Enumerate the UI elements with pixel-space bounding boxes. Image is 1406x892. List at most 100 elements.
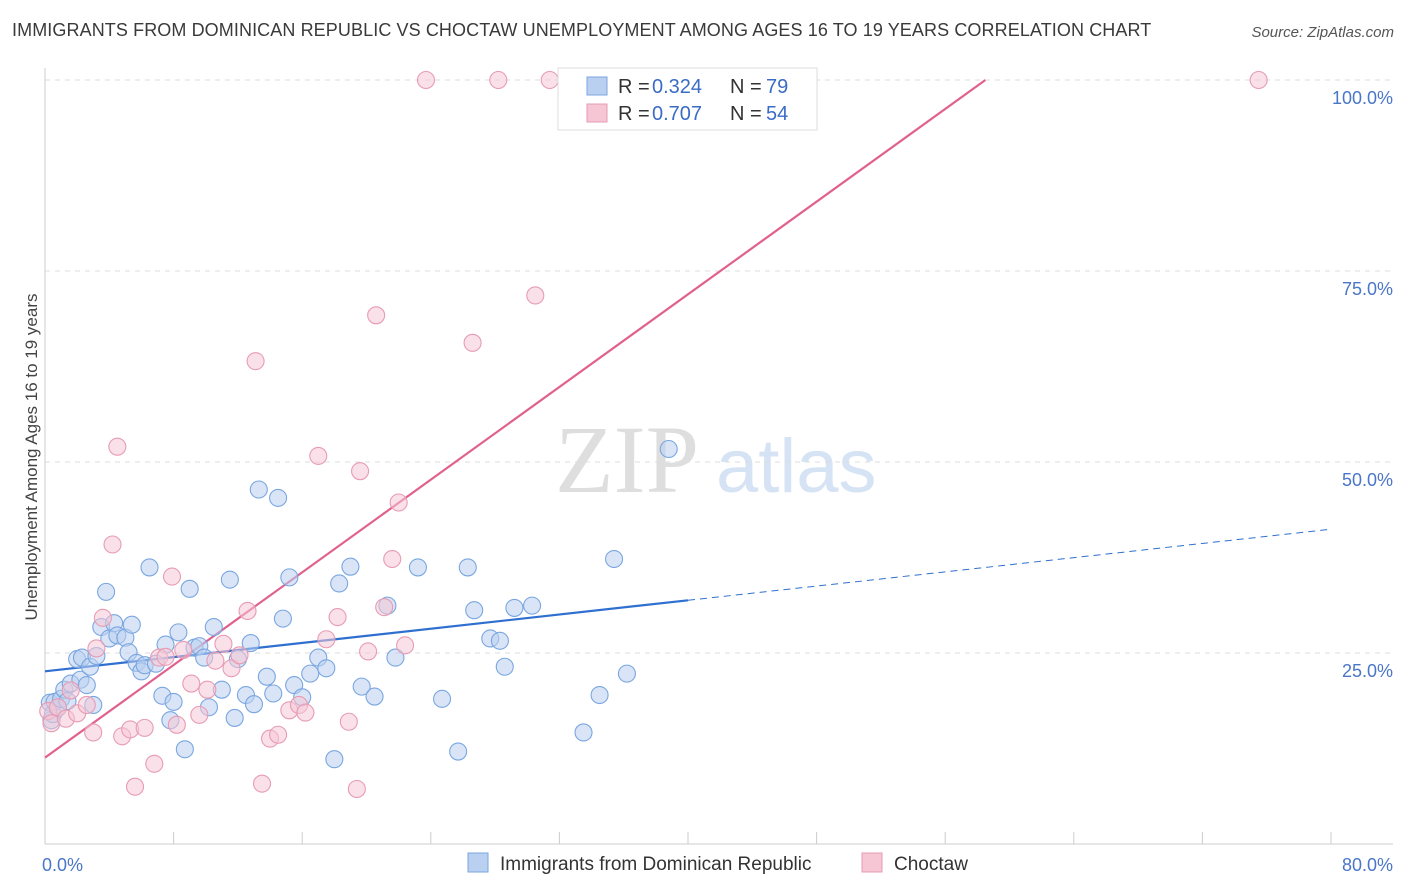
choctaw-point-38	[317, 630, 336, 649]
dominican-point-43	[225, 708, 244, 727]
dominican-point-75	[523, 596, 542, 615]
dominican-point-42	[220, 570, 239, 589]
chart-title: IMMIGRANTS FROM DOMINICAN REPUBLIC VS CH…	[12, 20, 1152, 40]
gridlines	[45, 79, 1393, 654]
choctaw-point-47	[389, 493, 408, 512]
choctaw-point-28	[230, 646, 249, 665]
y-tick-label-100: 100.0%	[1332, 88, 1393, 108]
choctaw-point-33	[269, 725, 288, 744]
dominican-point-74	[505, 598, 524, 617]
choctaw-point-39	[328, 608, 347, 627]
choctaw-point-44	[367, 306, 386, 325]
legend-n-label-1: N =	[730, 76, 762, 98]
choctaw-point-43	[359, 642, 378, 661]
bottom-legend-label-dominican: Immigrants from Dominican Republic	[500, 854, 812, 875]
dominican-trend-extension	[687, 528, 1332, 601]
dominican-point-59	[325, 750, 344, 769]
dominican-point-65	[386, 648, 405, 667]
choctaw-point-4	[61, 681, 80, 700]
choctaw-point-54	[1249, 70, 1268, 90]
choctaw-point-30	[246, 352, 265, 371]
data-points	[39, 70, 1268, 799]
x-tick-label-max: 80.0%	[1342, 855, 1393, 875]
choctaw-point-14	[125, 777, 145, 796]
y-tick-labels: 25.0% 50.0% 75.0% 100.0%	[1332, 88, 1393, 681]
choctaw-point-29	[238, 601, 257, 621]
bottom-legend-label-choctaw: Choctaw	[894, 854, 968, 875]
dominican-point-47	[244, 695, 264, 714]
choctaw-point-15	[135, 718, 154, 737]
bottom-legend-swatch-choctaw	[861, 852, 883, 873]
legend-swatch-dominican	[586, 76, 608, 96]
dominican-point-60	[330, 574, 349, 593]
dominican-point-34	[175, 740, 194, 759]
choctaw-point-45	[375, 598, 394, 617]
y-tick-label-75: 75.0%	[1342, 279, 1393, 299]
legend-n-label-2: N =	[730, 103, 762, 125]
watermark-atlas: atlas	[716, 424, 877, 509]
choctaw-point-42	[351, 462, 370, 481]
watermark-zip: ZIP	[555, 406, 699, 513]
dominican-point-49	[257, 667, 276, 686]
choctaw-point-23	[190, 705, 209, 724]
choctaw-point-48	[396, 636, 415, 655]
dominican-point-50	[264, 684, 283, 703]
choctaw-point-50	[463, 333, 482, 352]
legend-r-value-choctaw: 0.707	[652, 103, 702, 125]
legend-r-value-dominican: 0.324	[652, 76, 702, 98]
choctaw-point-8	[87, 639, 106, 658]
choctaw-point-31	[252, 774, 272, 793]
choctaw-point-53	[540, 70, 559, 90]
choctaw-point-24	[198, 680, 217, 699]
legend-n-value-dominican: 79	[766, 76, 788, 98]
legend-r-label-1: R =	[618, 76, 650, 98]
source-credit: Source: ZipAtlas.com	[1251, 24, 1394, 41]
choctaw-point-49	[416, 70, 436, 90]
bottom-legend-swatch-dominican	[467, 852, 489, 873]
choctaw-point-22	[182, 674, 201, 693]
choctaw-point-21	[174, 640, 193, 659]
choctaw-point-51	[489, 70, 508, 90]
dominican-point-53	[280, 568, 299, 587]
bottom-legend: Immigrants from Dominican Republic Choct…	[467, 852, 968, 875]
choctaw-point-18	[156, 647, 175, 666]
dominican-point-80	[659, 439, 678, 459]
dominican-point-51	[269, 488, 288, 507]
dominican-point-76	[574, 723, 593, 742]
dominican-point-69	[458, 558, 477, 577]
dominican-point-78	[605, 549, 624, 569]
choctaw-point-16	[145, 754, 164, 773]
choctaw-point-11	[108, 437, 127, 456]
choctaw-point-9	[93, 608, 112, 627]
dominican-point-58	[317, 659, 336, 678]
legend-box: R = 0.324 N = 79 R = 0.707 N = 54	[557, 67, 818, 131]
choctaw-point-25	[206, 651, 225, 670]
choctaw-point-52	[526, 286, 545, 305]
choctaw-point-36	[296, 703, 315, 722]
y-tick-label-25: 25.0%	[1342, 661, 1393, 681]
dominican-point-72	[490, 631, 509, 650]
dominican-point-66	[408, 558, 427, 577]
dominican-point-17	[97, 582, 116, 601]
dominican-point-56	[301, 664, 320, 683]
dominican-point-67	[433, 689, 452, 708]
choctaw-point-26	[214, 634, 233, 653]
y-tick-label-50: 50.0%	[1342, 470, 1393, 490]
dominican-point-35	[180, 579, 199, 598]
choctaw-point-19	[162, 567, 182, 586]
choctaw-point-37	[309, 446, 328, 465]
legend-swatch-choctaw	[586, 103, 608, 123]
choctaw-point-7	[84, 723, 103, 742]
legend-r-label-2: R =	[618, 103, 650, 125]
dominican-point-62	[352, 677, 371, 696]
dominican-point-73	[495, 657, 514, 676]
legend-n-value-choctaw: 54	[766, 103, 788, 125]
choctaw-point-46	[383, 549, 402, 569]
dominican-point-79	[617, 664, 636, 683]
dominican-point-77	[590, 685, 609, 705]
choctaw-point-10	[103, 535, 122, 554]
choctaw-point-40	[339, 712, 358, 731]
dominican-point-12	[77, 676, 96, 695]
x-tick-label-min: 0.0%	[42, 855, 83, 875]
